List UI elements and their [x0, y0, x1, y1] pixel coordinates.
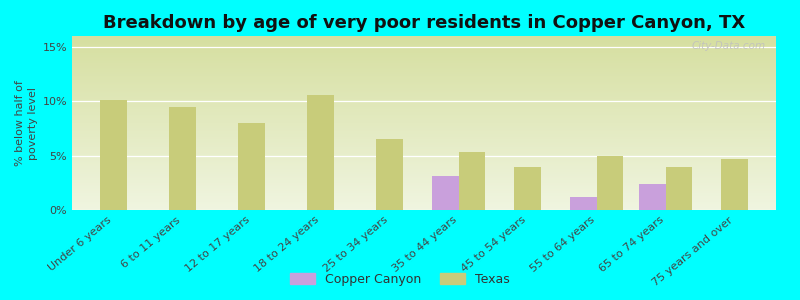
- Bar: [597, 156, 622, 210]
- Bar: [170, 107, 195, 210]
- Bar: [666, 167, 692, 210]
- Bar: [376, 139, 402, 210]
- Bar: [722, 159, 748, 210]
- Bar: [514, 167, 541, 210]
- Bar: [100, 100, 126, 210]
- Title: Breakdown by age of very poor residents in Copper Canyon, TX: Breakdown by age of very poor residents …: [103, 14, 745, 32]
- Bar: [432, 176, 458, 210]
- Bar: [307, 95, 334, 210]
- Bar: [238, 123, 265, 210]
- Bar: [570, 197, 597, 210]
- Bar: [639, 184, 666, 210]
- Legend: Copper Canyon, Texas: Copper Canyon, Texas: [285, 268, 515, 291]
- Y-axis label: % below half of
poverty level: % below half of poverty level: [15, 80, 38, 166]
- Bar: [458, 152, 485, 210]
- Text: City-Data.com: City-Data.com: [691, 41, 766, 51]
